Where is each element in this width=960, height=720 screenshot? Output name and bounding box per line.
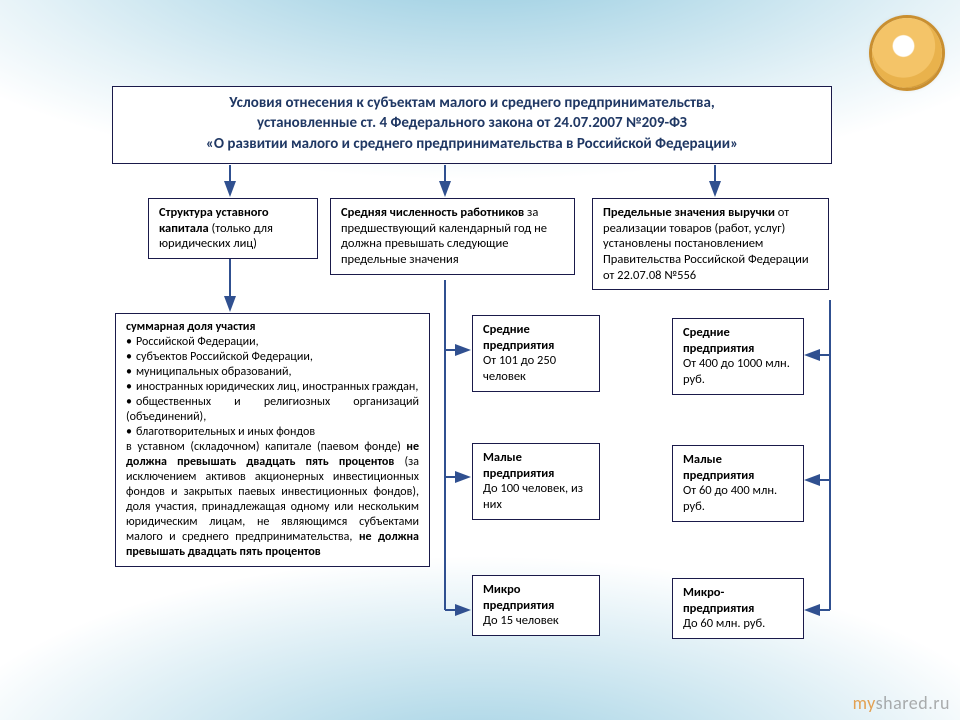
detail-bullet: Российской Федерации, — [126, 335, 419, 350]
detail-bullets: Российской Федерации, субъектов Российск… — [126, 335, 419, 440]
capital-detail: суммарная доля участия Российской Федера… — [115, 313, 430, 567]
rev-medium-label: Средние предприятия — [683, 325, 793, 356]
emp-medium-label: Средние предприятия — [483, 322, 589, 353]
criterion-employees-bold: Средняя численность работников — [341, 205, 524, 220]
rev-small: Малые предприятия От 60 до 400 млн. руб. — [672, 445, 804, 522]
emblem-logo — [872, 18, 942, 88]
title-line1: Условия отнесения к субъектам малого и с… — [123, 93, 821, 113]
rev-medium: Средние предприятия От 400 до 1000 млн. … — [672, 318, 804, 395]
rev-micro-value: До 60 млн. руб. — [683, 616, 793, 632]
watermark-ru: .ru — [928, 692, 950, 714]
emp-medium-value: От 101 до 250 человек — [483, 353, 589, 384]
criterion-revenue: Предельные значения выручки от реализаци… — [592, 198, 829, 290]
detail-tail1: в уставном (складочном) капитале (паевом… — [126, 440, 406, 454]
watermark-left: my — [853, 692, 876, 714]
emp-medium: Средние предприятия От 101 до 250 челове… — [472, 315, 600, 392]
title-line3: «О развитии малого и среднего предприним… — [123, 134, 821, 154]
rev-small-label: Малые предприятия — [683, 452, 793, 483]
rev-medium-value: От 400 до 1000 млн. руб. — [683, 356, 793, 387]
criterion-capital: Структура уставного капитала (только для… — [148, 198, 318, 259]
emp-micro: Микро предприятия До 15 человек — [472, 575, 600, 636]
watermark: myshared.ru — [853, 692, 950, 714]
rev-micro-label: Микро-предприятия — [683, 585, 793, 616]
emp-small: Малые предприятия До 100 человек, из них — [472, 443, 600, 520]
rev-small-value: От 60 до 400 млн. руб. — [683, 483, 793, 514]
detail-bullet: общественных и религиозных организаций (… — [126, 395, 419, 425]
detail-bullet: муниципальных образований, — [126, 365, 419, 380]
detail-bullet: субъектов Российской Федерации, — [126, 350, 419, 365]
title-line2: установленные ст. 4 Федерального закона … — [123, 113, 821, 133]
criterion-employees: Средняя численность работников за предше… — [330, 198, 575, 275]
watermark-right: shared — [876, 692, 929, 714]
emp-small-value: До 100 человек, из них — [483, 481, 589, 512]
emp-micro-label: Микро предприятия — [483, 582, 589, 613]
detail-bullet: благотворительных и иных фондов — [126, 425, 419, 440]
detail-bullet: иностранных юридических лиц, иностранных… — [126, 380, 419, 395]
rev-micro: Микро-предприятия До 60 млн. руб. — [672, 578, 804, 639]
emp-micro-value: До 15 человек — [483, 613, 589, 629]
title-box: Условия отнесения к субъектам малого и с… — [112, 86, 832, 164]
emp-small-label: Малые предприятия — [483, 450, 589, 481]
detail-lead: суммарная доля участия — [126, 320, 419, 335]
criterion-revenue-bold: Предельные значения выручки — [603, 205, 775, 220]
